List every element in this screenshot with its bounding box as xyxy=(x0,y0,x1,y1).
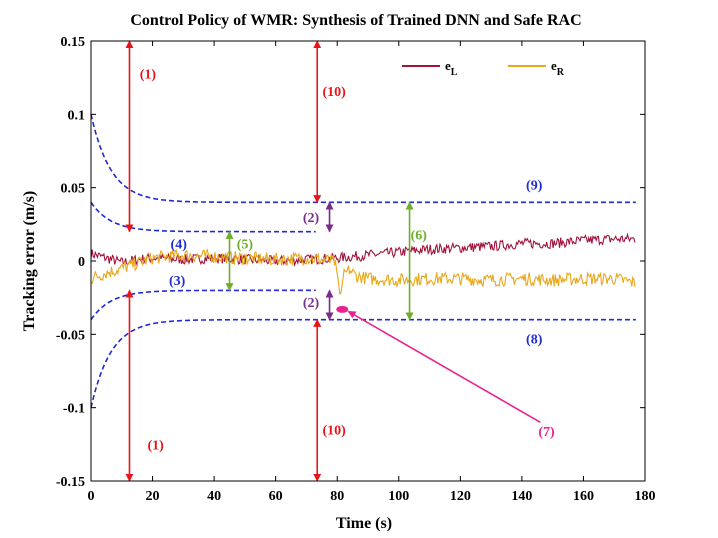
ann-10-top: (10) xyxy=(322,85,346,100)
y-tick-label: 0 xyxy=(78,255,85,270)
y-tick-label: 0.15 xyxy=(61,35,86,50)
chart-title: Control Policy of WMR: Synthesis of Trai… xyxy=(130,12,581,29)
axis-ticks: 0 20 40 60 80 100 120 140 160 180 -0.15 -0.1 -0.05 0 0… xyxy=(56,35,656,504)
x-tick-label: 180 xyxy=(635,489,656,504)
legend-label-L: eL xyxy=(445,58,458,78)
x-axis-label: Time (s) xyxy=(336,515,392,532)
legend-label-subscript: R xyxy=(557,67,565,78)
y-axis-label: Tracking error (m/s) xyxy=(21,191,38,331)
legend-label-base: e xyxy=(445,58,451,73)
bound-outer-lower xyxy=(90,318,636,408)
legend-label-base: e xyxy=(551,58,557,73)
y-tick-label: 0.1 xyxy=(68,108,86,123)
ann-2-bottom: (2) xyxy=(303,296,320,311)
ann-1-top: (1) xyxy=(140,67,157,82)
y-tick-label: -0.05 xyxy=(56,328,85,343)
ann-7: (7) xyxy=(538,425,555,440)
legend-label-subscript: L xyxy=(451,67,458,78)
x-tick-label: 20 xyxy=(146,489,160,504)
ann-4: (4) xyxy=(171,237,188,252)
bound-inner-upper xyxy=(90,201,316,233)
legend: eL eR xyxy=(402,58,565,78)
arrow-7 xyxy=(347,310,541,424)
pointer-dot xyxy=(336,305,349,313)
x-tick-label: 80 xyxy=(330,489,344,504)
ann-8: (8) xyxy=(526,333,543,348)
ann-1-bottom: (1) xyxy=(147,438,164,453)
x-tick-label: 160 xyxy=(573,489,594,504)
series-line-e_R xyxy=(90,248,636,295)
x-tick-label: 140 xyxy=(511,489,532,504)
x-tick-label: 40 xyxy=(207,489,221,504)
bound-inner-lower xyxy=(90,289,316,321)
y-tick-label: -0.1 xyxy=(63,402,85,417)
plot-area: (1) (10) (1) (10) (2) (2) (3) (4) (5) (6) (7) (8) (9… xyxy=(90,40,636,482)
ann-3: (3) xyxy=(169,274,186,289)
ann-5: (5) xyxy=(237,237,254,252)
ann-10-bottom: (10) xyxy=(322,424,346,439)
x-tick-label: 120 xyxy=(450,489,471,504)
legend-label-R: eR xyxy=(551,58,565,78)
y-tick-label: 0.05 xyxy=(61,182,86,197)
y-tick-label: -0.15 xyxy=(56,475,85,490)
ann-6: (6) xyxy=(411,229,428,244)
ann-9: (9) xyxy=(526,179,543,194)
x-tick-label: 0 xyxy=(88,489,95,504)
x-tick-label: 60 xyxy=(269,489,283,504)
bound-outer-upper xyxy=(90,114,636,204)
ann-2-top: (2) xyxy=(303,211,320,226)
x-tick-label: 100 xyxy=(388,489,409,504)
series-line-e_L xyxy=(90,232,636,268)
